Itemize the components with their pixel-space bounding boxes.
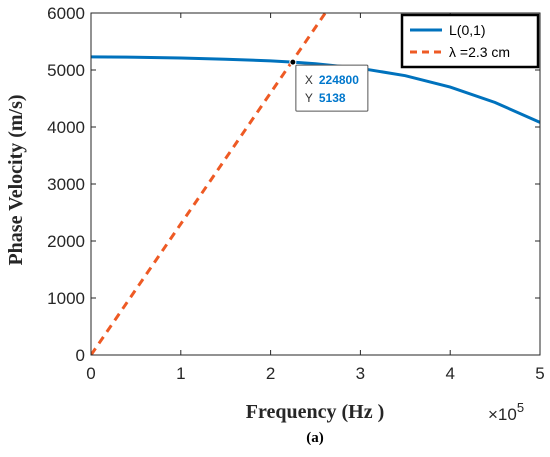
y-tick-label: 2000 bbox=[47, 232, 85, 251]
y-tick-label: 6000 bbox=[47, 4, 85, 23]
y-tick-label: 0 bbox=[76, 346, 85, 365]
x-tick-label: 5 bbox=[535, 364, 544, 383]
legend-label-0: L(0,1) bbox=[449, 22, 486, 38]
series-line-0 bbox=[91, 55, 540, 124]
y-axis-label: Phase Velocity (m/s) bbox=[5, 94, 27, 265]
x-tick-label: 4 bbox=[445, 364, 454, 383]
x-tick-label: 2 bbox=[266, 364, 275, 383]
x-axis-label: Frequency (Hz ) bbox=[246, 401, 385, 423]
data-tip-x-key: X bbox=[305, 73, 313, 87]
legend: L(0,1) λ =2.3 cm bbox=[400, 13, 540, 69]
ticks-layer: 0 1 2 3 4 5 0 1000 2000 3000 4000 5000 6000 bbox=[47, 4, 545, 383]
x-exponent-label: ×105 bbox=[488, 400, 524, 424]
x-exponent-power: 5 bbox=[517, 400, 524, 415]
legend-box bbox=[400, 13, 540, 69]
data-tip-marker[interactable] bbox=[289, 58, 297, 66]
y-tick-label: 3000 bbox=[47, 175, 85, 194]
data-tip[interactable]: X 224800 Y 5138 bbox=[289, 58, 369, 112]
data-tip-y-key: Y bbox=[305, 91, 313, 105]
y-tick-label: 1000 bbox=[47, 289, 85, 308]
y-tick-label: 5000 bbox=[47, 61, 85, 80]
x-tick-label: 1 bbox=[176, 364, 185, 383]
data-tip-y-value: 5138 bbox=[319, 91, 346, 105]
x-tick-label: 0 bbox=[86, 364, 95, 383]
legend-label-1: λ =2.3 cm bbox=[449, 44, 510, 60]
series-layer bbox=[91, 13, 540, 355]
data-tip-box bbox=[295, 64, 369, 112]
y-tick-label: 4000 bbox=[47, 118, 85, 137]
x-tick-label: 3 bbox=[356, 364, 365, 383]
figure-caption: (a) bbox=[306, 430, 324, 446]
data-tip-x-value: 224800 bbox=[319, 73, 359, 87]
